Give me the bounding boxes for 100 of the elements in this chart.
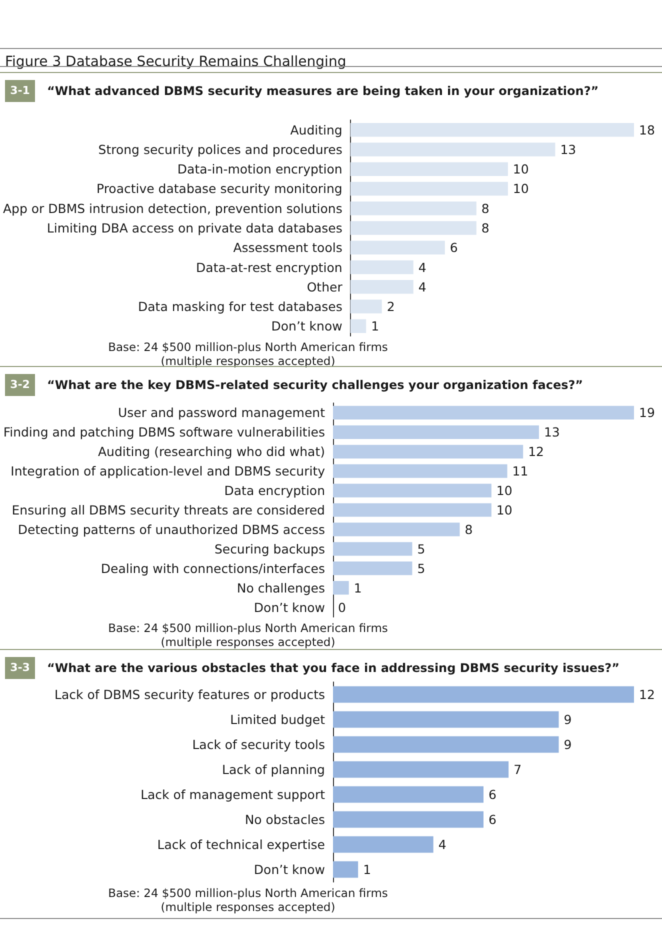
- y-tick-label: Other: [306, 279, 344, 294]
- data-label: 1: [371, 318, 380, 334]
- y-tick-label: Assessment tools: [233, 240, 342, 256]
- data-label: 6: [488, 787, 496, 802]
- data-label: 8: [481, 200, 490, 216]
- data-label: 12: [528, 444, 544, 460]
- data-label: 5: [417, 541, 426, 556]
- text: Base: 24 $500 million-plus North American firms: [107, 886, 389, 901]
- bar: [333, 542, 412, 556]
- data-label: 10: [512, 162, 529, 177]
- bar: [350, 260, 414, 274]
- bar: [333, 562, 412, 576]
- y-tick-label: Integration of application-level and DBMS security: [10, 464, 326, 479]
- data-label: 9: [564, 712, 572, 727]
- data-label: 4: [418, 279, 426, 294]
- bar: [333, 861, 358, 878]
- data-label: 10: [512, 181, 529, 196]
- text: 3-2: [5, 374, 35, 396]
- data-label: 4: [418, 260, 426, 275]
- text: Base: 24 $500 million-plus North American firms: [107, 621, 389, 636]
- data-label: 8: [481, 220, 490, 236]
- y-tick-label: Data encryption: [224, 483, 325, 498]
- y-tick-label: Lack of management support: [140, 787, 326, 802]
- data-label: 4: [438, 837, 446, 852]
- bar: [333, 425, 539, 439]
- bar: [350, 142, 556, 156]
- chart-subtitle: “What are the key DBMS-related security challenges your organization faces?”: [47, 377, 584, 394]
- data-label: 2: [386, 299, 395, 314]
- y-tick-label: User and password management: [118, 405, 326, 420]
- bar: [333, 522, 460, 536]
- bar: [333, 761, 509, 778]
- y-tick-label: No obstacles: [244, 812, 325, 827]
- bar: [333, 484, 492, 498]
- data-label: 10: [496, 502, 512, 518]
- data-label: 18: [639, 122, 655, 138]
- text: (multiple responses accepted): [160, 900, 336, 915]
- y-tick-label: Lack of security tools: [192, 737, 325, 752]
- y-tick-label: App or DBMS intrusion detection, prevention solutions: [3, 200, 342, 216]
- bar: [333, 503, 492, 517]
- y-tick-label: Securing backups: [214, 541, 325, 556]
- bar: [350, 182, 508, 196]
- y-tick-label: Auditing (researching who did what): [98, 444, 325, 460]
- y-tick-label: Lack of planning: [222, 762, 325, 777]
- y-tick-label: Detecting patterns of unauthorized DBMS access: [18, 522, 325, 537]
- bar: [333, 811, 484, 828]
- caption: Figure 3 Database Security Remains Challenging: [5, 53, 346, 72]
- bar: [350, 300, 382, 314]
- bar: [333, 464, 508, 478]
- bar: [333, 786, 484, 803]
- bar: [350, 122, 634, 137]
- data-label: 1: [354, 580, 362, 596]
- bar: [350, 221, 476, 235]
- data-label: 10: [496, 483, 512, 498]
- y-tick-label: Proactive database security monitoring: [96, 181, 342, 196]
- chart-subtitle: “What advanced DBMS security measures are being taken in your organization?”: [47, 83, 599, 100]
- data-label: 9: [564, 737, 572, 752]
- y-tick-label: Data-in-motion encryption: [177, 162, 342, 177]
- y-tick-label: Ensuring all DBMS security threats are considered: [12, 502, 325, 518]
- bar: [350, 162, 508, 176]
- data-label: 11: [512, 464, 528, 479]
- data-label: 0: [338, 600, 346, 615]
- y-tick-label: Don’t know: [254, 862, 325, 877]
- data-label: 19: [639, 405, 655, 420]
- y-tick-label: Finding and patching DBMS software vulnerabilities: [3, 424, 325, 440]
- y-tick-label: Limiting DBA access on private data databases: [46, 220, 342, 236]
- bar: [333, 581, 349, 595]
- bar: [333, 711, 559, 728]
- data-label: 6: [488, 812, 496, 827]
- data-label: 13: [544, 424, 560, 440]
- bar: [350, 280, 414, 294]
- bar: [333, 444, 524, 458]
- bar: [350, 240, 445, 255]
- bar: [333, 406, 634, 420]
- y-tick-label: Data-at-rest encryption: [196, 260, 342, 275]
- y-tick-label: Lack of DBMS security features or products: [54, 687, 325, 702]
- data-label: 7: [514, 762, 522, 777]
- text: 3-1: [5, 80, 35, 102]
- bar: [333, 686, 634, 703]
- text: 3-3: [5, 657, 35, 679]
- y-tick-label: Data masking for test databases: [138, 299, 342, 314]
- y-tick-label: Dealing with connections/interfaces: [100, 560, 325, 576]
- data-label: 8: [464, 522, 473, 537]
- bar: [350, 201, 476, 216]
- bar: [333, 736, 559, 753]
- y-tick-label: Strong security polices and procedures: [98, 142, 342, 157]
- data-label: 13: [560, 142, 576, 157]
- y-tick-label: Limited budget: [230, 712, 326, 727]
- chart-subtitle: “What are the various obstacles that you face in addressing DBMS security issues?”: [47, 660, 620, 677]
- data-label: 12: [639, 687, 655, 702]
- text: (multiple responses accepted): [160, 635, 336, 650]
- y-tick-label: Lack of technical expertise: [157, 837, 326, 852]
- data-label: 1: [363, 862, 372, 877]
- y-tick-label: No challenges: [236, 580, 325, 596]
- y-tick-label: Auditing: [290, 122, 342, 138]
- text: Base: 24 $500 million-plus North American firms: [107, 340, 389, 355]
- data-label: 5: [417, 560, 426, 576]
- text: (multiple responses accepted): [160, 354, 336, 369]
- y-tick-label: Don’t know: [271, 318, 342, 334]
- data-label: 6: [450, 240, 458, 256]
- y-tick-label: Don’t know: [254, 600, 325, 615]
